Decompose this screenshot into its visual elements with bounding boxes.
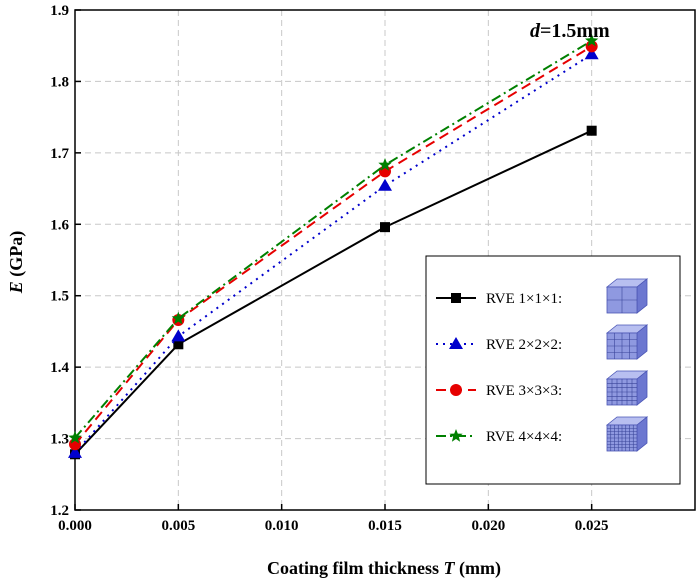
triangle-marker: [68, 445, 82, 458]
legend-entry: RVE 3×3×3:: [436, 370, 649, 406]
triangle-marker: [378, 178, 392, 191]
rve-cube-icon: [605, 324, 649, 360]
series-line: [74, 129, 593, 455]
y-axis-title-unit: (GPa): [6, 231, 27, 281]
x-axis-title: Coating film thickness T (mm): [267, 558, 501, 579]
y-tick-label: 1.5: [50, 289, 69, 305]
series-star: [68, 33, 599, 444]
star-marker: [68, 430, 82, 444]
square-marker: [451, 293, 461, 303]
y-tick-label: 1.3: [50, 432, 69, 448]
x-tick-label: 0.015: [368, 518, 402, 534]
star-marker: [449, 429, 463, 442]
axes: 1.2 1.3 1.4 1.5 1.6 1.7 1.8 1.9 0.000 0.005 0.010 0…: [50, 3, 608, 534]
series-triangle: [68, 47, 599, 458]
x-tick-label: 0.025: [575, 518, 609, 534]
square-marker: [586, 125, 597, 136]
x-tick-label: 0.010: [265, 518, 299, 534]
square-marker: [380, 222, 390, 233]
x-axis-title-var: T: [444, 558, 456, 578]
rve-cube-icon: [605, 370, 649, 406]
x-axis-title-main: Coating film thickness: [267, 558, 444, 578]
star-marker: [378, 158, 392, 171]
legend-label: RVE 2×2×2:: [486, 337, 562, 353]
x-axis-title-unit: (mm): [455, 558, 501, 579]
legend-entry: RVE 2×2×2:: [436, 324, 649, 360]
legend-label: RVE 4×4×4:: [486, 429, 562, 445]
star-marker: [171, 311, 185, 325]
legend-label: RVE 1×1×1:: [486, 291, 562, 307]
series-line: [74, 39, 593, 439]
y-tick-label: 1.4: [50, 360, 69, 376]
triangle-marker: [171, 329, 186, 342]
y-axis-title-var: E: [6, 281, 26, 294]
legend: RVE 1×1×1: RVE 2×2×2: RVE 3×3×3: RVE 4×4×4:: [425, 255, 681, 485]
y-axis-title: E (GPa): [6, 231, 27, 295]
triangle-marker: [584, 47, 599, 60]
series-line: [74, 45, 593, 445]
triangle-marker: [449, 337, 463, 349]
annotation-value: =1.5mm: [540, 20, 610, 42]
y-tick-label: 1.2: [50, 503, 69, 519]
square-marker: [173, 339, 184, 350]
star-marker: [585, 33, 599, 47]
series-line: [74, 53, 593, 454]
legend-entry: RVE 4×4×4:: [436, 416, 649, 452]
annotation: d=1.5mm: [530, 20, 610, 42]
y-tick-label: 1.6: [50, 217, 69, 233]
y-tick-label: 1.8: [50, 74, 69, 90]
y-tick-label: 1.9: [50, 3, 69, 19]
legend-label: RVE 3×3×3:: [486, 383, 562, 399]
x-tick-label: 0.020: [471, 518, 505, 534]
y-tick-label: 1.7: [50, 146, 69, 162]
x-tick-label: 0.005: [161, 518, 195, 534]
series-layer: [68, 33, 599, 460]
x-tick-label: 0.000: [58, 518, 92, 534]
legend-entry: RVE 1×1×1:: [436, 278, 649, 314]
circle-marker: [450, 384, 462, 396]
annotation-var: d: [530, 20, 541, 42]
rve-cube-icon: [605, 416, 649, 452]
rve-cube-icon: [605, 278, 649, 314]
